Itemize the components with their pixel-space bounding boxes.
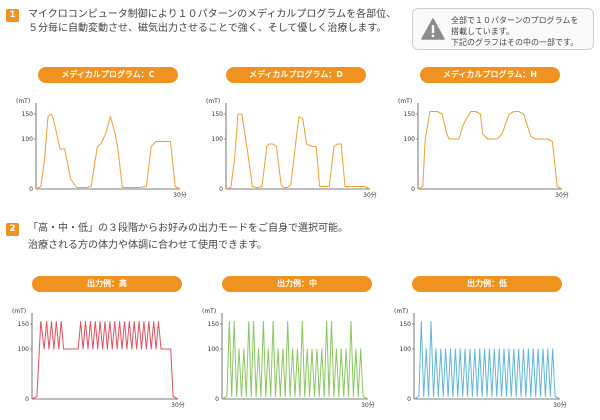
y-tick-label: 0: [25, 396, 29, 403]
x-axis-end-label: 30分: [173, 191, 187, 199]
x-axis-end-label: 30分: [555, 191, 569, 199]
y-tick-label: 100: [212, 136, 224, 143]
x-axis-end-label: 30分: [171, 401, 185, 409]
series-line: [417, 111, 563, 190]
section2-line-1: 「高・中・低」の３段階からお好みの出力モードをご自身で選択可能。: [28, 223, 348, 234]
notice-line-3: 下記のグラフはその中の一部です。: [451, 38, 579, 47]
x-axis-end-label: 30分: [553, 401, 567, 409]
warning-icon: [421, 18, 445, 40]
notice-text: 全部で１０パターンのプログラムを 搭載しています。 下記のグラフはその中の一部で…: [451, 15, 578, 48]
series-line: [31, 321, 179, 400]
x-axis-end-label: 30分: [363, 191, 377, 199]
y-axis-label: (mT): [202, 308, 216, 315]
y-tick-label: 150: [212, 111, 224, 118]
y-axis-label: (mT): [12, 308, 26, 315]
chart-title-program-d: メディカルプログラム：D: [226, 67, 366, 83]
section2-line-2: 治療される方の体力や体調に合わせて使用できます。: [28, 240, 267, 251]
chart-title-output-low: 出力例：低: [412, 276, 562, 292]
y-tick-label: 150: [400, 321, 412, 328]
notice-line-2: 搭載しています。: [451, 27, 514, 36]
y-tick-label: 0: [29, 186, 33, 193]
chart-title-output-mid: 出力例：中: [222, 276, 372, 292]
series-line: [35, 113, 181, 190]
y-axis-label: (mT): [16, 98, 30, 105]
chart-program-c: (mT) 150 100 0 30分: [16, 98, 187, 199]
series-line: [225, 113, 371, 190]
y-axis-label: (mT): [398, 98, 412, 105]
y-tick-label: 150: [404, 111, 416, 118]
section-number-1: 1: [6, 9, 19, 22]
section1-line-1: マイクロコンピュータ制御により１０パターンのメディカルプログラムを各部位、: [28, 9, 397, 20]
chart-title-program-c: メディカルプログラム：C: [38, 67, 178, 83]
y-tick-label: 150: [22, 111, 34, 118]
y-axis-label: (mT): [206, 98, 220, 105]
chart-title-program-h: メディカルプログラム：H: [420, 67, 560, 83]
y-tick-label: 100: [22, 136, 34, 143]
y-tick-label: 0: [219, 186, 223, 193]
notice-box: 全部で１０パターンのプログラムを 搭載しています。 下記のグラフはその中の一部で…: [412, 8, 594, 50]
y-tick-label: 0: [407, 396, 411, 403]
chart-program-d: (mT) 150 100 0 30分: [206, 98, 377, 199]
chart-output-low: (mT) 150 100 0 30分: [394, 308, 567, 409]
y-tick-label: 100: [404, 136, 416, 143]
y-axis-label: (mT): [394, 308, 408, 315]
series-line: [413, 321, 561, 400]
section-number-2: 2: [6, 223, 19, 236]
y-tick-label: 0: [411, 186, 415, 193]
section1-line-2: ５分毎に自動変動させ、磁気出力させることで強く、そして優しく治療します。: [28, 23, 387, 34]
y-tick-label: 100: [208, 346, 220, 353]
chart-program-h: (mT) 150 100 0 30分: [398, 98, 569, 199]
chart-title-output-high: 出力例：高: [32, 276, 182, 292]
chart-output-mid: (mT) 150 100 0 30分: [202, 308, 375, 409]
chart-output-high: (mT) 150 100 0 30分: [12, 308, 185, 409]
y-tick-label: 150: [18, 321, 30, 328]
y-tick-label: 100: [400, 346, 412, 353]
notice-line-1: 全部で１０パターンのプログラムを: [451, 16, 579, 25]
x-axis-end-label: 30分: [361, 401, 375, 409]
y-tick-label: 150: [208, 321, 220, 328]
y-tick-label: 100: [18, 346, 30, 353]
series-line: [221, 321, 369, 400]
y-tick-label: 0: [215, 396, 219, 403]
